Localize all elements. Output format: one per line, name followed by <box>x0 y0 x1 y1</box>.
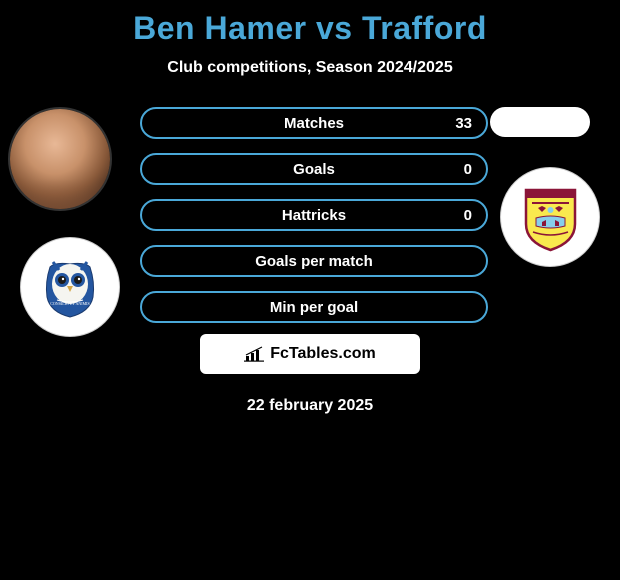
stat-pill-min-per-goal: Min per goal <box>140 291 488 323</box>
season-subtitle: Club competitions, Season 2024/2025 <box>0 59 620 77</box>
stat-value-right: 33 <box>455 115 472 132</box>
chart-icon <box>244 346 264 362</box>
stat-value-right: 0 <box>464 207 472 224</box>
stat-pill-matches: Matches 33 <box>140 107 488 139</box>
player-2-avatar-placeholder <box>490 107 590 137</box>
club-badge-left: CONSILIO ET ANIMIS <box>20 237 120 337</box>
watermark-badge: FcTables.com <box>200 334 420 374</box>
watermark-text: FcTables.com <box>270 345 376 363</box>
comparison-title: Ben Hamer vs Trafford <box>0 10 620 47</box>
stat-pill-goals-per-match: Goals per match <box>140 245 488 277</box>
stat-label: Matches <box>284 115 344 132</box>
burnley-crest-icon <box>518 182 583 252</box>
owl-crest-icon: CONSILIO ET ANIMIS <box>35 252 105 322</box>
stat-label: Min per goal <box>270 299 358 316</box>
player-1-face-placeholder <box>10 109 110 209</box>
stat-label: Hattricks <box>282 207 346 224</box>
stat-pill-goals: Goals 0 <box>140 153 488 185</box>
stat-pill-hattricks: Hattricks 0 <box>140 199 488 231</box>
player-1-avatar <box>8 107 112 211</box>
stat-value-right: 0 <box>464 161 472 178</box>
stat-label: Goals per match <box>255 253 373 270</box>
svg-text:CONSILIO ET ANIMIS: CONSILIO ET ANIMIS <box>50 301 89 306</box>
stat-label: Goals <box>293 161 335 178</box>
comparison-date: 22 february 2025 <box>0 397 620 415</box>
content-area: CONSILIO ET ANIMIS <box>0 107 620 447</box>
stats-pills-area: Matches 33 Goals 0 Hattricks 0 Goals per… <box>140 107 488 337</box>
club-badge-right <box>500 167 600 267</box>
